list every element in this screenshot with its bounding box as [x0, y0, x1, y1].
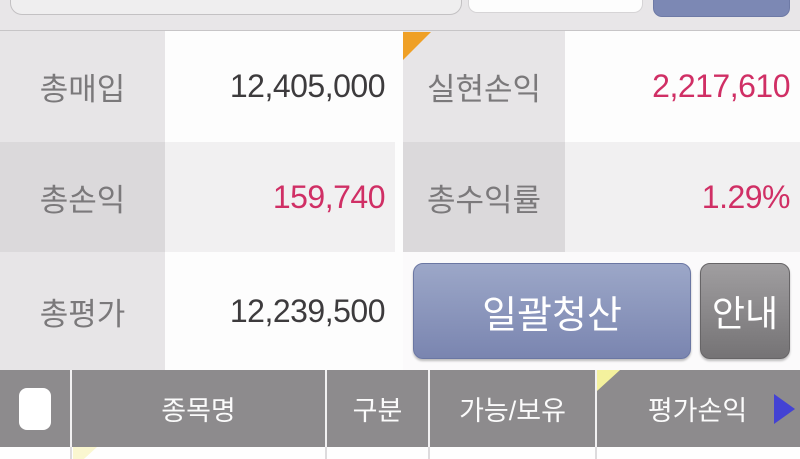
value-total-evaluation: 12,239,500	[165, 252, 395, 370]
label-total-purchase: 총매입	[0, 31, 165, 142]
divider	[395, 31, 403, 142]
header-cell-type: 구분	[325, 370, 428, 447]
liquidate-all-button[interactable]: 일괄청산	[413, 263, 691, 359]
header-cell-checkbox	[0, 370, 70, 447]
table-first-row-partial	[0, 447, 800, 459]
label-total-pl: 총손익	[0, 142, 165, 252]
account-summary: 총매입 12,405,000 실현손익 2,217,610 총손익 159,74…	[0, 31, 800, 370]
guide-button[interactable]: 안내	[700, 263, 790, 359]
value-realized-pl: 2,217,610	[565, 31, 800, 142]
value-total-pl: 159,740	[165, 142, 395, 252]
summary-row-1: 총매입 12,405,000 실현손익 2,217,610	[0, 31, 800, 142]
next-columns-arrow-icon[interactable]	[774, 394, 795, 424]
column-divider	[325, 447, 327, 459]
topbar-button[interactable]	[653, 0, 790, 17]
header-cell-evaluation-pl[interactable]: 평가손익	[595, 370, 798, 447]
label-total-return-rate: 총수익률	[403, 142, 565, 252]
value-total-purchase: 12,405,000	[165, 31, 395, 142]
yellow-corner-marker-icon	[73, 447, 97, 459]
divider	[395, 142, 403, 252]
label-realized-pl-text: 실현손익	[426, 72, 542, 107]
action-button-area: 일괄청산 안내	[403, 252, 800, 370]
select-all-checkbox[interactable]	[19, 387, 51, 430]
column-divider	[70, 447, 72, 459]
column-divider	[428, 447, 430, 459]
label-total-evaluation: 총평가	[0, 252, 165, 370]
column-divider	[595, 447, 597, 459]
yellow-corner-marker-icon	[597, 370, 620, 391]
header-cell-available-held: 가능/보유	[428, 370, 595, 447]
summary-row-3: 총평가 12,239,500 일괄청산 안내	[0, 252, 800, 370]
header-cell-stock-name: 종목명	[70, 370, 325, 447]
orange-corner-marker-icon	[403, 32, 431, 60]
topbar	[0, 0, 800, 31]
summary-row-2: 총손익 159,740 총수익률 1.29%	[0, 142, 800, 252]
label-realized-pl: 실현손익	[403, 31, 565, 142]
header-cell-evaluation-pl-text: 평가손익	[647, 396, 748, 426]
divider	[395, 252, 403, 370]
holdings-table-header: 종목명 구분 가능/보유 평가손익	[0, 370, 800, 447]
text-input[interactable]	[468, 0, 643, 13]
value-total-return-rate: 1.29%	[565, 142, 800, 252]
account-dropdown[interactable]	[10, 0, 462, 15]
